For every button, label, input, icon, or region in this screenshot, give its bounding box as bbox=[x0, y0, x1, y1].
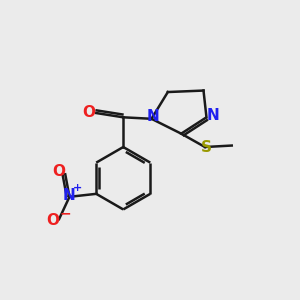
Text: O: O bbox=[52, 164, 66, 179]
Text: +: + bbox=[73, 183, 83, 193]
Text: O: O bbox=[46, 213, 60, 228]
Text: N: N bbox=[62, 188, 75, 203]
Text: −: − bbox=[59, 207, 71, 221]
Text: O: O bbox=[82, 105, 96, 120]
Text: N: N bbox=[207, 108, 219, 123]
Text: N: N bbox=[147, 109, 159, 124]
Text: S: S bbox=[201, 140, 212, 155]
